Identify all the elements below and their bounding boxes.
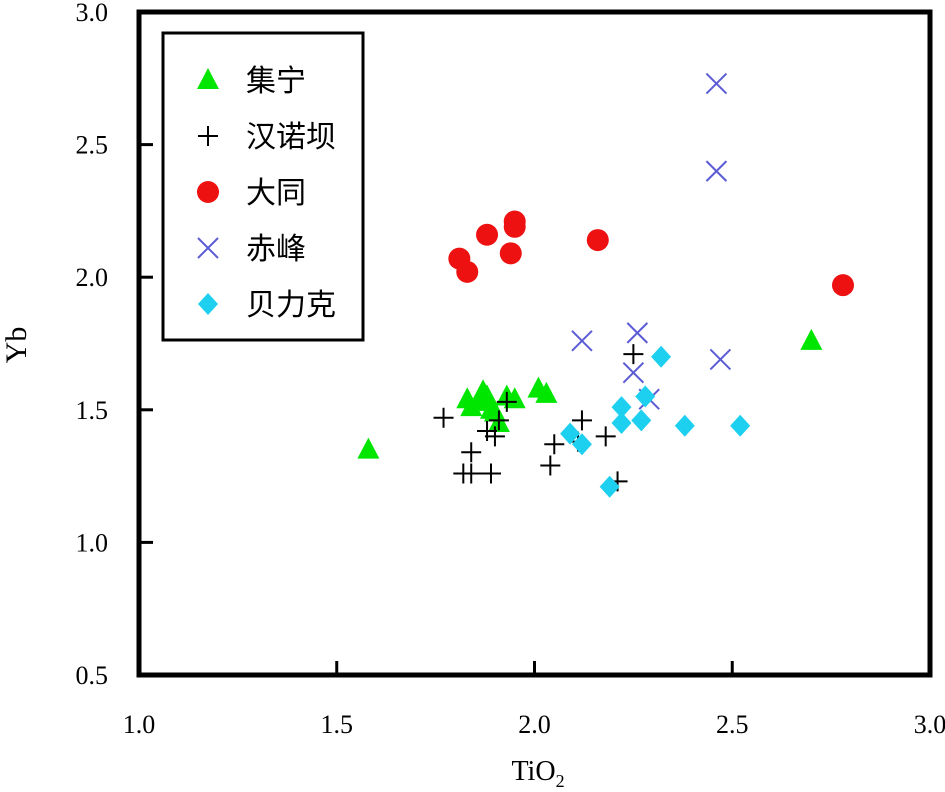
y-tick-label: 2.0 [76, 263, 109, 292]
data-point-circle [503, 210, 526, 233]
legend-item: 汉诺坝 [198, 120, 336, 155]
data-point-plus [461, 442, 482, 463]
data-point-circle [499, 242, 522, 265]
x-tick-label: 2.5 [716, 710, 749, 739]
data-point-triangle [476, 384, 499, 406]
data-point-diamond [651, 345, 672, 368]
data-point-diamond [631, 409, 652, 432]
data-point-plus [595, 426, 616, 447]
data-point-x [622, 361, 645, 384]
data-point-plus [623, 344, 644, 365]
x-axis-title-subscript: 2 [556, 771, 565, 791]
data-point-triangle [535, 381, 558, 403]
legend-marker-x [197, 237, 219, 259]
data-point-x [709, 348, 732, 371]
data-point-triangle [357, 437, 380, 459]
data-point-plus [477, 421, 498, 442]
data-point-diamond [730, 414, 751, 437]
data-point-plus [544, 434, 565, 455]
plot-frame [136, 9, 933, 678]
x-tick-label: 1.5 [321, 710, 354, 739]
data-point-plus [480, 463, 501, 484]
x-tick-label: 3.0 [914, 710, 945, 739]
data-point-x [705, 160, 728, 182]
data-point-plus [433, 407, 454, 428]
data-point-plus [496, 391, 517, 412]
data-point-circle [586, 229, 609, 252]
data-point-diamond [611, 396, 632, 419]
data-points [357, 72, 854, 498]
y-tick-label: 0.5 [76, 661, 109, 690]
series-circle [448, 210, 854, 297]
legend-label: 赤峰 [246, 232, 306, 267]
x-tick-label: 1.0 [123, 710, 156, 739]
x-axis-title-main: TiO [511, 756, 555, 787]
axis-ticks: 1.0 1.5 2.0 2.5 3.0 0.5 1.0 1.5 2.0 2.5 3.0 [76, 0, 945, 739]
legend-box [161, 31, 365, 342]
x-tick-label: 2.0 [518, 710, 551, 739]
series-diamond [560, 345, 751, 498]
legend-marker-plus [198, 126, 218, 146]
y-tick-label: 2.5 [76, 131, 109, 160]
data-point-plus [461, 463, 482, 484]
legend-marker-triangle [197, 68, 219, 89]
series-triangle [357, 328, 823, 459]
data-point-plus [540, 455, 561, 476]
legend-marker-circle [197, 181, 219, 203]
data-point-x [705, 72, 728, 95]
series-x [571, 72, 732, 410]
data-point-diamond [599, 475, 620, 498]
data-point-diamond [560, 422, 581, 445]
data-point-plus [571, 410, 592, 431]
legend-label: 集宁 [246, 64, 306, 99]
data-point-diamond [635, 385, 656, 408]
y-axis-title: Yb [0, 327, 33, 364]
data-point-triangle [800, 328, 823, 350]
x-axis-title: TiO2 [511, 756, 564, 791]
data-point-x [626, 322, 649, 344]
data-point-triangle [503, 387, 526, 409]
data-point-diamond [571, 433, 592, 456]
data-point-circle [476, 223, 499, 246]
legend-item: 大同 [197, 176, 306, 211]
legend-item: 赤峰 [197, 232, 306, 267]
legend-marker-diamond [198, 293, 218, 315]
data-point-diamond [674, 414, 695, 437]
legend-label: 大同 [246, 176, 306, 211]
y-tick-label: 1.5 [76, 396, 109, 425]
data-point-plus [484, 426, 505, 447]
legend-label: 贝力克 [246, 288, 336, 323]
legend-item: 集宁 [197, 64, 306, 99]
y-tick-label: 1.0 [76, 528, 109, 557]
data-point-diamond [611, 412, 632, 435]
legend-item: 贝力克 [198, 288, 336, 323]
data-point-plus [488, 410, 509, 431]
legend-label: 汉诺坝 [246, 120, 336, 155]
data-point-x [571, 330, 593, 352]
series-plus [433, 344, 644, 492]
data-point-circle [456, 260, 479, 283]
data-point-circle [831, 274, 854, 297]
y-tick-label: 3.0 [76, 0, 109, 27]
